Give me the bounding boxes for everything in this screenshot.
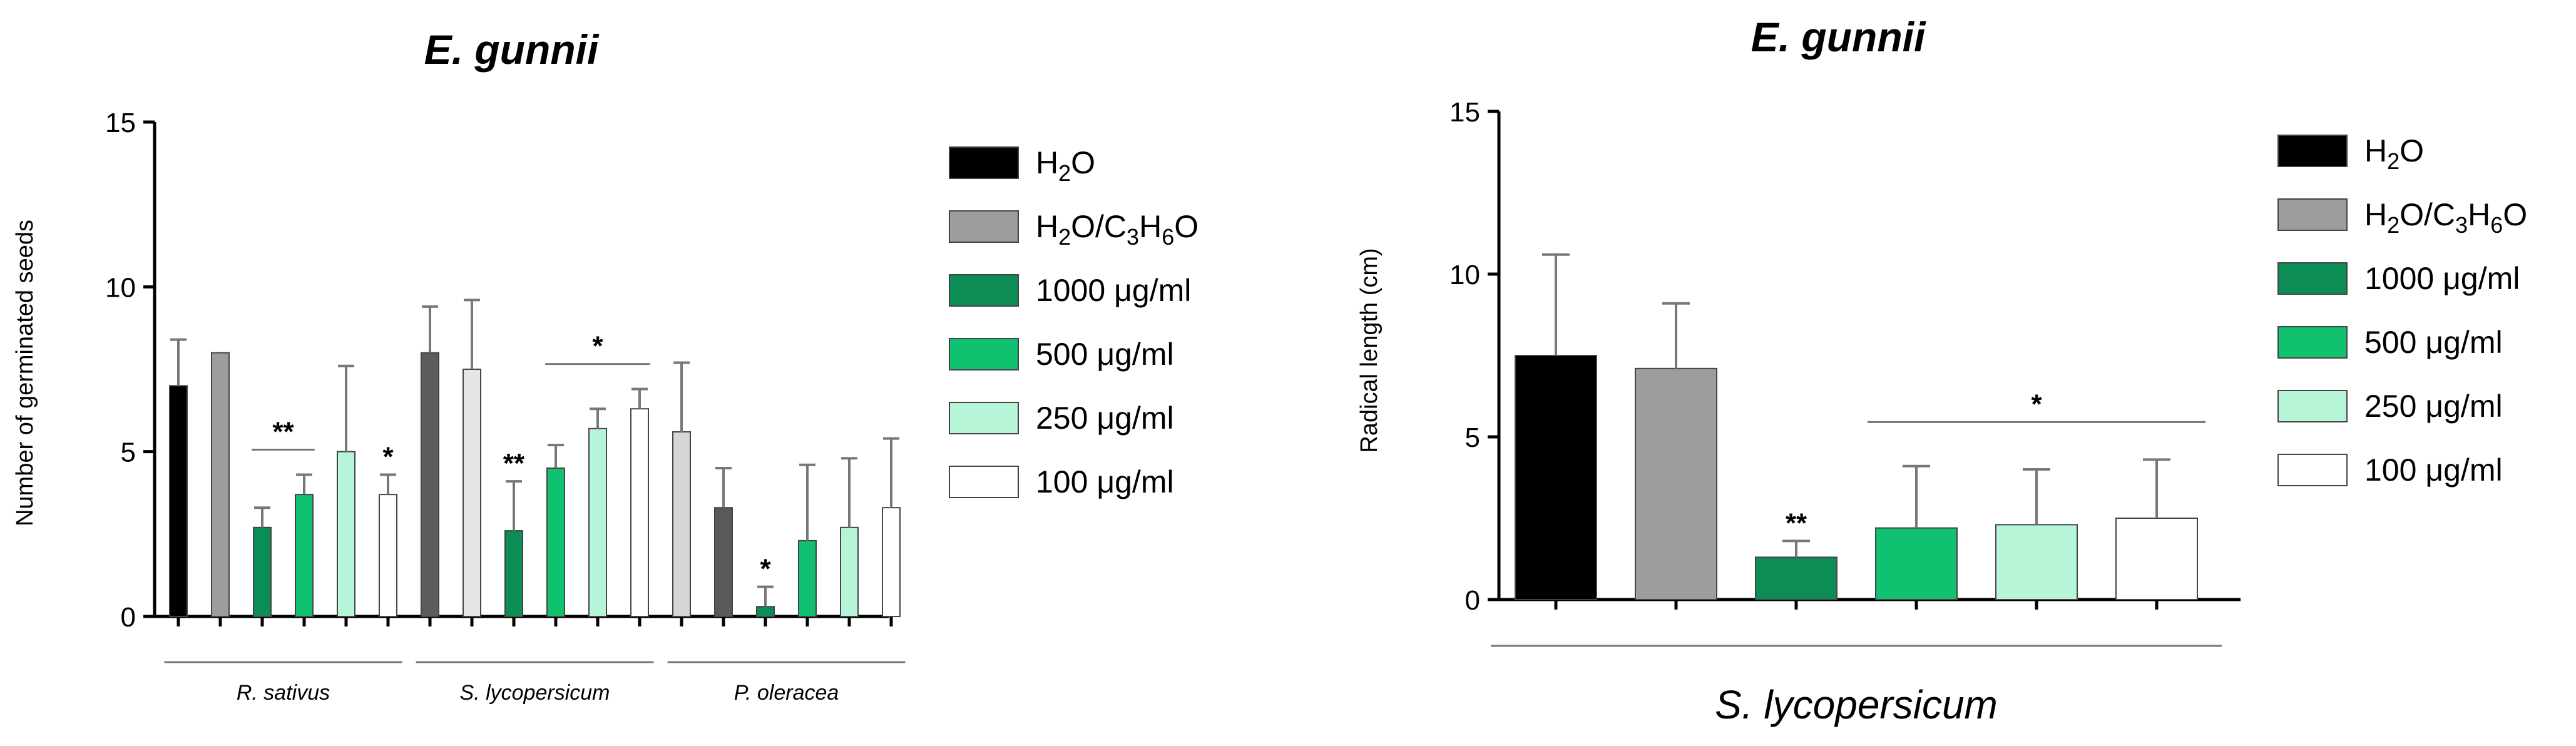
legend-label: H2O	[1036, 145, 1095, 186]
bar	[882, 507, 901, 618]
significance-label: *	[592, 331, 603, 362]
bar	[798, 539, 817, 617]
legend-swatch	[2277, 135, 2348, 167]
bar	[337, 451, 355, 618]
legend-label: 1000 μg/ml	[2364, 261, 2520, 296]
bar	[1635, 367, 1717, 600]
legend-swatch	[949, 338, 1019, 370]
legend-swatch	[949, 402, 1019, 434]
legend-germination: H2O H2O/C3H6O 1000 μg/ml 500 μg/ml 250 μg/ml…	[949, 145, 1199, 499]
legend-swatch	[2277, 390, 2348, 422]
bar	[672, 431, 691, 617]
legend-label: 100 μg/ml	[2364, 452, 2503, 488]
legend-swatch	[2277, 454, 2348, 486]
bar	[840, 526, 859, 617]
legend-label: 100 μg/ml	[1036, 464, 1174, 499]
germination-chart: E. gunnii Number of germinated seeds 0 5 1…	[12, 26, 906, 705]
bar	[2115, 518, 2198, 600]
bar	[295, 494, 314, 618]
y-tick-label: 0	[121, 602, 136, 633]
bar	[379, 494, 397, 618]
significance-label: *	[2031, 389, 2042, 419]
significance-label: **	[272, 417, 294, 447]
bar	[756, 606, 775, 618]
bar	[253, 526, 272, 617]
y-tick-label: 15	[1449, 97, 1480, 128]
significance-label: **	[503, 448, 525, 479]
legend-label: H2O/C3H6O	[1036, 209, 1199, 250]
bar	[421, 352, 439, 618]
bar	[546, 468, 565, 617]
bar	[1515, 355, 1597, 600]
bar	[588, 427, 607, 617]
group-label: R. sativus	[237, 681, 330, 705]
y-axis-label: Number of germinated seeds	[12, 220, 38, 526]
group-labels: R. sativus S. lycopersicum P. oleracea	[164, 661, 906, 705]
legend-label: 500 μg/ml	[1036, 337, 1174, 372]
legend-swatch	[949, 146, 1019, 179]
legend-label: H2O/C3H6O	[2364, 197, 2527, 238]
group-label: S. lycopersicum	[1715, 682, 1998, 727]
bar	[463, 369, 481, 617]
chart-title: E. gunnii	[424, 26, 600, 73]
y-tick-label: 0	[1465, 585, 1480, 616]
legend-radical-length: H2O H2O/C3H6O 1000 μg/ml 500 μg/ml 250 μg/ml…	[2277, 133, 2527, 488]
group-label: S. lycopersicum	[460, 681, 610, 705]
legend-label: 250 μg/ml	[2364, 389, 2503, 424]
y-tick-label: 5	[121, 437, 136, 468]
legend-label: 500 μg/ml	[2364, 325, 2503, 360]
y-tick-label: 10	[105, 272, 136, 303]
chart-title: E. gunnii	[1751, 14, 1926, 60]
bar	[714, 507, 733, 618]
legend-swatch	[2277, 262, 2348, 295]
legend-swatch	[2277, 198, 2348, 231]
y-tick-label: 10	[1449, 260, 1480, 290]
bars: ***	[1515, 253, 2205, 601]
bar	[630, 408, 649, 617]
legend-label: 250 μg/ml	[1036, 401, 1174, 436]
group-labels: S. lycopersicum	[1491, 645, 2222, 727]
legend-swatch	[2277, 326, 2348, 359]
legend-swatch	[949, 210, 1019, 243]
bars: *** ****	[169, 299, 901, 618]
bar	[1875, 527, 1958, 600]
bar	[504, 530, 523, 617]
significance-label: *	[760, 554, 771, 585]
legend-label: 1000 μg/ml	[1036, 273, 1191, 308]
legend-label: H2O	[2364, 133, 2424, 174]
y-axis-label: Radical length (cm)	[1356, 248, 1383, 452]
bar	[1755, 556, 1837, 601]
legend-swatch	[949, 466, 1019, 498]
significance-label: *	[382, 442, 394, 473]
bar	[211, 352, 230, 618]
bar	[1995, 524, 2078, 601]
y-tick-label: 15	[105, 108, 136, 138]
legend-swatch	[949, 274, 1019, 307]
bar	[169, 385, 188, 617]
group-label: P. oleracea	[734, 681, 839, 705]
significance-label: **	[1786, 508, 1807, 538]
y-tick-label: 5	[1465, 422, 1480, 453]
